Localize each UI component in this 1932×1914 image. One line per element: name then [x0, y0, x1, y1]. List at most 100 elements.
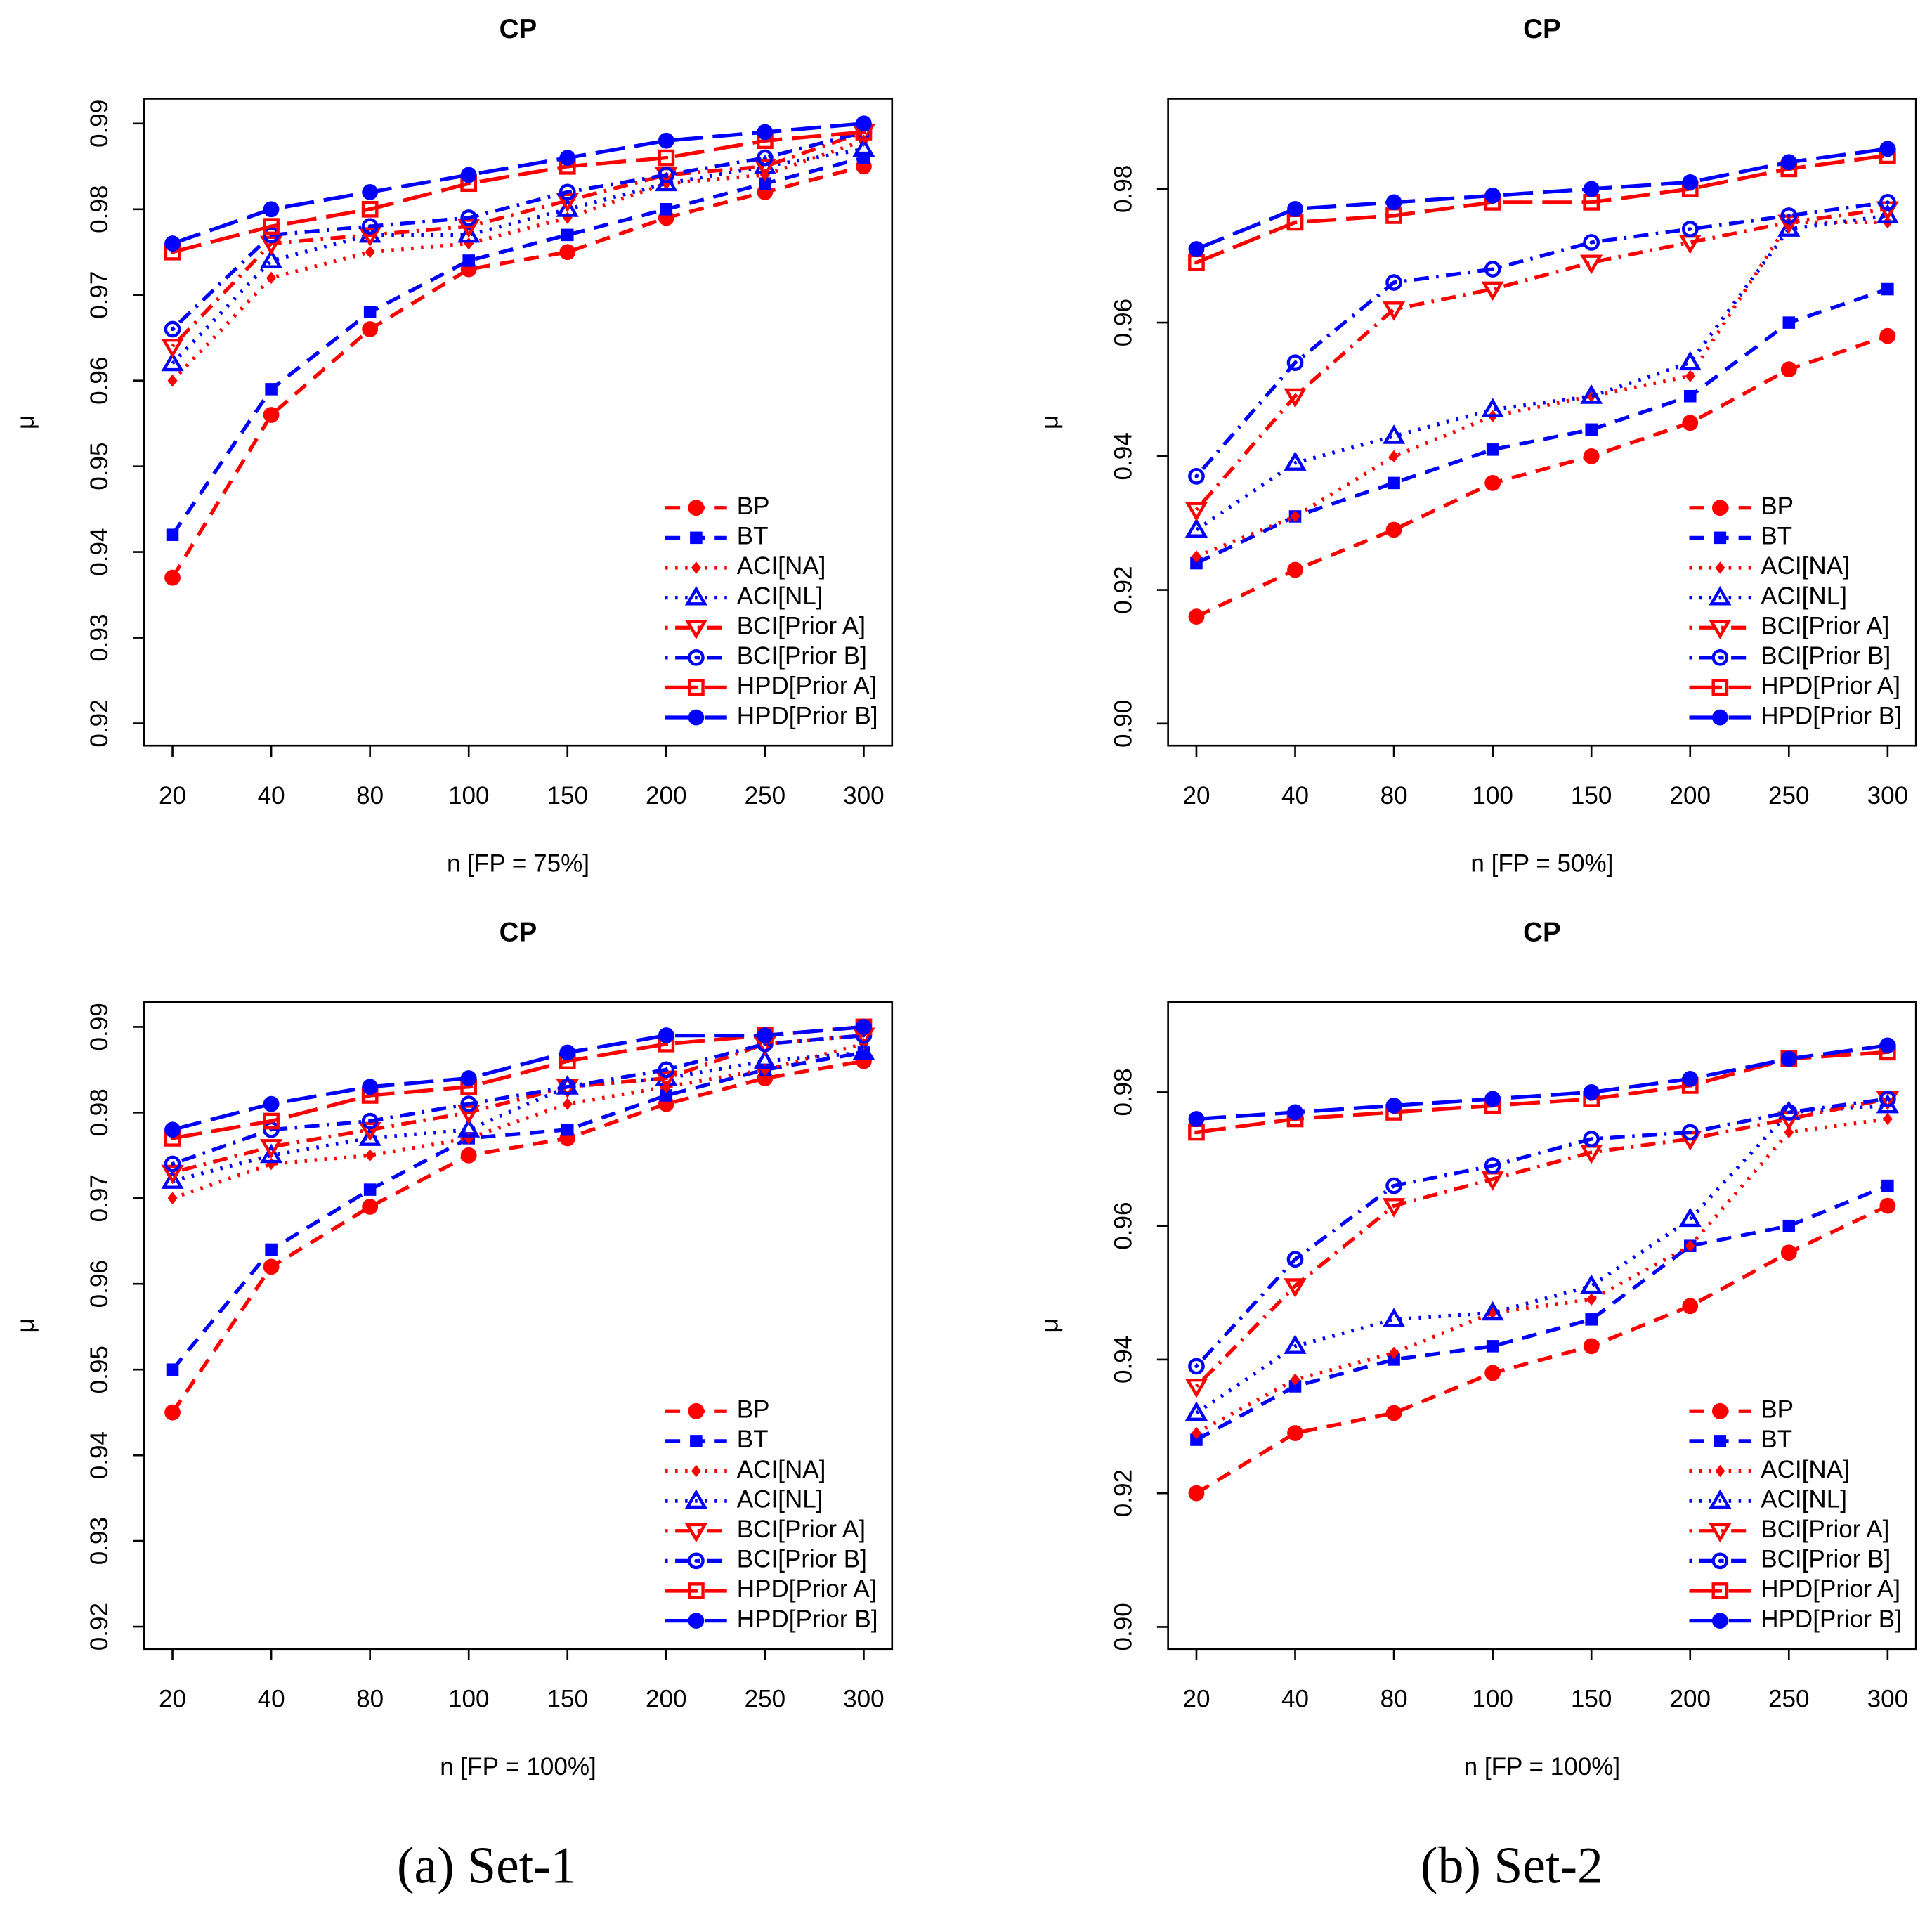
dot	[1191, 550, 1201, 563]
dot	[1780, 154, 1797, 171]
dot	[1286, 1251, 1304, 1268]
legend-label: HPD[Prior A]	[1761, 1575, 1900, 1603]
y-tick-label: 0.98	[1110, 165, 1137, 213]
chart-panel: CP n [FP = 50%] μ 0.90 0.92 0.94 0.96 0.98 20 40 8…	[1036, 14, 1917, 878]
chart-panel: CP n [FP = 100%] μ 0.90 0.92 0.94 0.96 0.98 20 40…	[1036, 918, 1917, 1780]
dot	[365, 245, 375, 259]
dot	[259, 1143, 283, 1164]
marker	[1711, 1613, 1728, 1629]
dot	[1711, 1613, 1728, 1629]
dot	[1184, 502, 1208, 522]
dot	[566, 164, 570, 169]
dot	[363, 1183, 377, 1196]
dot	[1194, 1130, 1199, 1135]
dot	[1382, 1198, 1406, 1218]
dot	[694, 1589, 698, 1593]
marker	[690, 531, 703, 545]
marker	[1286, 354, 1304, 372]
marker	[164, 235, 181, 252]
dot	[1709, 1489, 1732, 1509]
chart-title: CP	[500, 14, 537, 44]
dot	[1711, 649, 1729, 666]
dot	[170, 327, 175, 332]
marker	[1385, 1177, 1402, 1194]
marker	[1682, 174, 1699, 190]
dot	[1385, 521, 1402, 538]
marker	[1287, 1425, 1303, 1441]
series-line	[1195, 1184, 1888, 1442]
marker	[263, 1258, 280, 1275]
dot	[164, 1404, 181, 1421]
dot	[856, 1018, 872, 1035]
marker	[1681, 1124, 1699, 1141]
dot	[691, 1464, 701, 1478]
dot	[1191, 1426, 1201, 1440]
marker	[1385, 1405, 1402, 1421]
y-tick-label: 0.98	[1110, 1068, 1137, 1116]
marker	[690, 1435, 703, 1447]
dot	[362, 1199, 379, 1215]
dot	[1678, 235, 1702, 254]
legend-label: ACI[NL]	[737, 582, 823, 610]
marker	[365, 245, 375, 259]
x-tick-label: 20	[1182, 782, 1210, 809]
marker	[263, 407, 280, 423]
dot	[1184, 1378, 1208, 1398]
marker	[1284, 451, 1307, 471]
marker	[688, 679, 705, 696]
marker	[362, 183, 379, 200]
marker	[1782, 316, 1796, 329]
marker	[457, 1118, 481, 1138]
marker	[561, 228, 574, 242]
marker	[457, 219, 481, 238]
x-tick-label: 300	[843, 782, 885, 809]
marker	[1191, 1426, 1201, 1440]
marker	[658, 1061, 675, 1079]
chart-panel: CP n [FP = 75%] μ 0.92 0.93 0.94 0.95 0.96 0.97 0…	[12, 14, 894, 878]
dot	[263, 1258, 280, 1275]
y-tick-label: 0.96	[1110, 299, 1137, 346]
marker	[856, 115, 872, 132]
dot	[688, 709, 705, 726]
dot	[462, 254, 475, 267]
marker	[1286, 1251, 1304, 1268]
marker	[263, 1112, 280, 1130]
dot	[690, 1435, 703, 1447]
dot	[757, 149, 774, 167]
dot	[259, 1139, 283, 1159]
marker	[757, 124, 774, 141]
dot	[362, 1079, 379, 1095]
marker	[362, 321, 379, 337]
dot	[368, 207, 372, 211]
dot	[688, 1552, 705, 1570]
dot	[1879, 1037, 1896, 1054]
dot	[368, 1119, 372, 1124]
x-tick-label: 200	[646, 1686, 687, 1713]
x-tick-label: 100	[1472, 1686, 1513, 1713]
marker	[1881, 282, 1894, 296]
dot	[1486, 1340, 1499, 1353]
marker	[1388, 1353, 1400, 1366]
dot	[1385, 1098, 1402, 1114]
dot	[684, 1489, 708, 1509]
marker	[1709, 585, 1732, 606]
dot	[166, 528, 179, 541]
dot	[1284, 1334, 1307, 1354]
y-tick-label: 0.92	[1110, 566, 1137, 613]
marker	[1484, 187, 1501, 204]
dot	[1711, 679, 1729, 696]
legend-label: HPD[Prior B]	[1761, 702, 1902, 729]
marker	[1678, 1207, 1702, 1228]
dot	[457, 219, 481, 238]
dot	[1491, 1164, 1495, 1168]
dot	[658, 1027, 674, 1043]
dot	[466, 1085, 471, 1089]
dot	[759, 177, 771, 190]
dot	[691, 561, 701, 574]
dot	[1709, 620, 1732, 639]
series-line	[1195, 1116, 1888, 1435]
marker	[362, 1079, 379, 1095]
dot	[1382, 301, 1406, 321]
marker	[556, 193, 579, 213]
dot	[1678, 351, 1702, 371]
